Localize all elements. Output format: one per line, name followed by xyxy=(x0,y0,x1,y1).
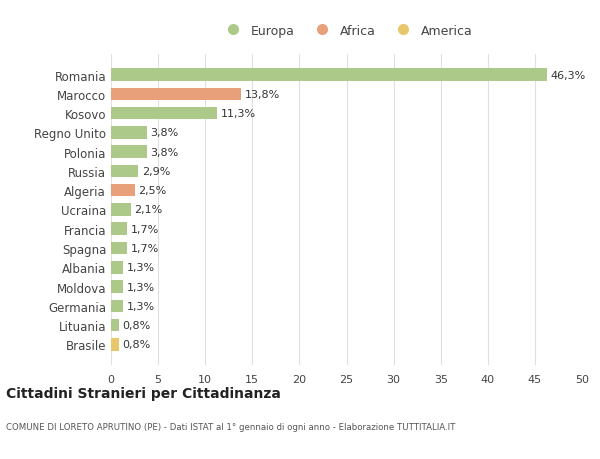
Text: 1,7%: 1,7% xyxy=(131,224,159,234)
Text: 3,8%: 3,8% xyxy=(151,128,179,138)
Bar xyxy=(111,242,127,255)
Text: 1,3%: 1,3% xyxy=(127,282,155,292)
Text: 46,3%: 46,3% xyxy=(551,70,586,80)
Text: 3,8%: 3,8% xyxy=(151,147,179,157)
Bar xyxy=(111,69,547,82)
Text: 1,3%: 1,3% xyxy=(127,301,155,311)
Bar xyxy=(111,223,127,235)
Text: 11,3%: 11,3% xyxy=(221,109,256,119)
Bar xyxy=(111,185,134,197)
Bar xyxy=(111,165,139,178)
Text: Cittadini Stranieri per Cittadinanza: Cittadini Stranieri per Cittadinanza xyxy=(6,386,281,400)
Text: 2,5%: 2,5% xyxy=(139,186,167,196)
Bar xyxy=(111,146,147,158)
Bar xyxy=(111,204,131,216)
Bar xyxy=(111,280,123,293)
Bar xyxy=(111,262,123,274)
Text: 0,8%: 0,8% xyxy=(122,340,151,350)
Text: 1,7%: 1,7% xyxy=(131,243,159,253)
Text: 13,8%: 13,8% xyxy=(245,90,280,100)
Text: 1,3%: 1,3% xyxy=(127,263,155,273)
Legend: Europa, Africa, America: Europa, Africa, America xyxy=(216,20,477,43)
Text: 0,8%: 0,8% xyxy=(122,320,151,330)
Bar xyxy=(111,319,119,331)
Bar xyxy=(111,127,147,140)
Bar xyxy=(111,107,217,120)
Bar xyxy=(111,338,119,351)
Text: COMUNE DI LORETO APRUTINO (PE) - Dati ISTAT al 1° gennaio di ogni anno - Elabora: COMUNE DI LORETO APRUTINO (PE) - Dati IS… xyxy=(6,422,455,431)
Text: 2,1%: 2,1% xyxy=(134,205,163,215)
Text: 2,9%: 2,9% xyxy=(142,167,170,177)
Bar xyxy=(111,89,241,101)
Bar xyxy=(111,300,123,313)
